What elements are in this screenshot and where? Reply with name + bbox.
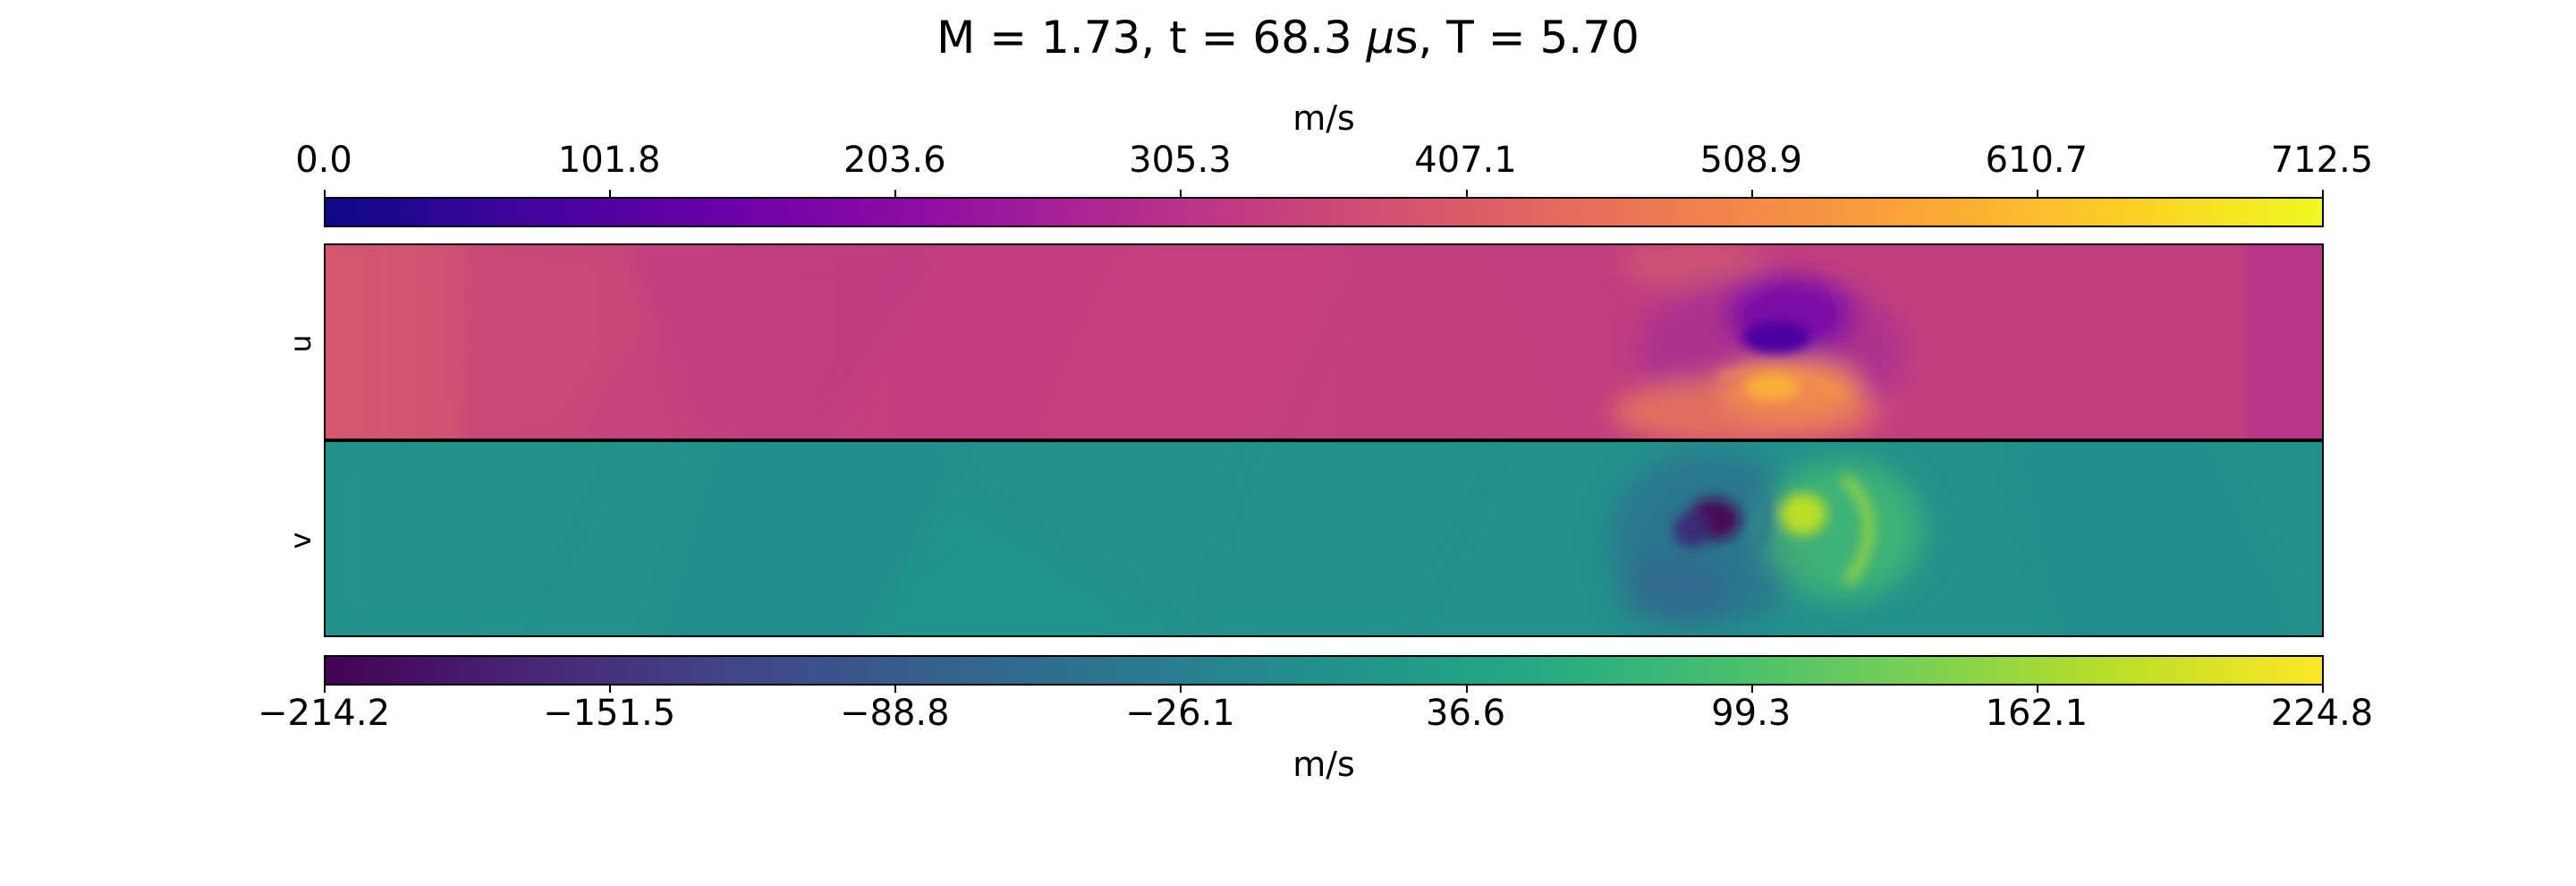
bottom-colorbar-tick-label: −151.5 [543, 693, 676, 734]
top-colorbar-tick-mark [324, 190, 326, 197]
bottom-colorbar-tick-label: 224.8 [2270, 693, 2374, 734]
bottom-colorbar-tick-mark [1750, 686, 1753, 693]
top-colorbar-tick-label: 101.8 [557, 140, 661, 181]
bottom-colorbar-tick-label: −214.2 [257, 693, 391, 734]
top-colorbar-tick-mark [894, 190, 897, 197]
bottom-colorbar-tick-mark [609, 686, 612, 693]
top-colorbar-tick-label: 203.6 [843, 140, 946, 181]
top-colorbar-tick-mark [1180, 190, 1182, 197]
bottom-colorbar-tick-label: 162.1 [1985, 693, 2089, 734]
top-colorbar-tick-mark [609, 190, 612, 197]
bottom-colorbar-tick-mark [894, 686, 897, 693]
u-axis-label: u [284, 334, 318, 354]
bottom-colorbar-tick-mark [1180, 686, 1182, 693]
top-colorbar-tick-mark [1465, 190, 1468, 197]
bottom-colorbar-tick-mark [2322, 686, 2324, 693]
chart-title: M = 1.73, t = 68.3 μs, T = 5.70 [936, 12, 1640, 64]
top-colorbar-unit: m/s [1292, 98, 1355, 138]
bottom-colorbar [324, 655, 2324, 686]
top-colorbar-tick-mark [2322, 190, 2324, 197]
bottom-colorbar-tick-label: 36.6 [1426, 693, 1506, 734]
bottom-colorbar-tick-label: −26.1 [1125, 693, 1235, 734]
bottom-colorbar-tick-mark [2036, 686, 2038, 693]
top-colorbar-tick-label: 407.1 [1414, 140, 1517, 181]
bottom-colorbar-tick-mark [324, 686, 326, 693]
u-heatmap [324, 243, 2324, 440]
top-colorbar-tick-mark [2036, 190, 2038, 197]
top-colorbar-tick-label: 305.3 [1129, 140, 1232, 181]
v-axis-label: v [284, 532, 318, 549]
bottom-colorbar-tick-label: 99.3 [1711, 693, 1792, 734]
v-heatmap [324, 440, 2324, 637]
top-colorbar-tick-label: 610.7 [1985, 140, 2089, 181]
bottom-colorbar-tick-mark [1465, 686, 1468, 693]
bottom-colorbar-unit: m/s [1292, 745, 1355, 784]
top-colorbar-tick-mark [1750, 190, 1753, 197]
top-colorbar [324, 197, 2324, 227]
top-colorbar-tick-label: 0.0 [295, 140, 352, 181]
top-colorbar-tick-label: 508.9 [1699, 140, 1802, 181]
bottom-colorbar-tick-label: −88.8 [839, 693, 950, 734]
top-colorbar-tick-label: 712.5 [2270, 140, 2374, 181]
